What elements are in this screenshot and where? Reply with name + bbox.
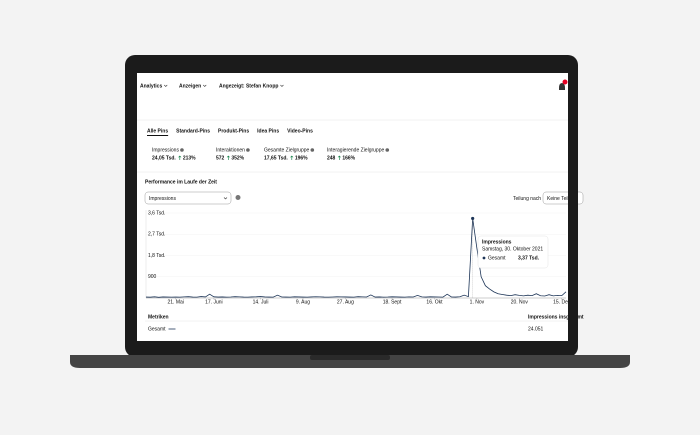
info-icon — [246, 148, 250, 152]
tooltip-series: Gesamt — [488, 255, 506, 261]
metric-label: Interaktionen — [216, 147, 245, 153]
x-tick-label: 20. Nov — [511, 299, 529, 305]
table-cell: 24.051 — [528, 326, 544, 332]
up-arrow — [226, 155, 230, 160]
tab[interactable]: Produkt-Pins — [218, 128, 249, 134]
x-tick-label: 14. Juli — [253, 299, 269, 305]
nav-item[interactable]: Analytics — [140, 83, 162, 89]
tab[interactable]: Standard-Pins — [176, 128, 210, 134]
x-tick-label: 18. Sept — [383, 299, 402, 305]
x-tick-label: 1. Nov — [470, 299, 485, 305]
tooltip-swatch — [482, 256, 486, 260]
dropdown-value: Impressions — [149, 196, 176, 202]
info-icon — [180, 148, 184, 152]
up-arrow — [178, 155, 182, 160]
split-label: Teilung nach — [513, 196, 541, 202]
tab[interactable]: Alle Pins — [147, 128, 168, 134]
x-tick-label: 16. Okt — [426, 299, 443, 305]
metric-change: 213% — [183, 155, 196, 161]
metric-value: 17,65 Tsd. — [264, 155, 288, 161]
metric-value: 24,05 Tsd. — [152, 155, 176, 161]
metric-label: Interagierende Zielgruppe — [327, 147, 384, 153]
x-tick-label: 9. Aug — [296, 299, 310, 305]
nav-item[interactable]: Anzeigen — [179, 83, 201, 89]
table-header: Metriken — [148, 314, 169, 320]
chevron — [223, 197, 228, 200]
x-tick-label: 27. Aug — [337, 299, 354, 305]
chevron — [280, 84, 284, 87]
tab[interactable]: Video-Pins — [287, 128, 313, 134]
tooltip-title: Impressions — [482, 239, 512, 245]
laptop-notch — [310, 355, 390, 360]
hover-point — [471, 216, 475, 221]
badge — [562, 79, 568, 85]
table-header: Impressions insgesamt — [528, 314, 584, 320]
metric-change: 352% — [231, 155, 244, 161]
metric-value: 572 — [216, 155, 225, 161]
metric-label: Gesamte Zielgruppe — [264, 147, 310, 153]
x-tick-label: 15. Dez — [553, 299, 571, 305]
series-line — [145, 218, 567, 298]
chevron — [203, 84, 207, 87]
laptop-base — [70, 355, 630, 368]
x-tick-label: 17. Juni — [205, 299, 223, 305]
y-tick-label: 1,8 Tsd. — [148, 253, 165, 259]
y-tick-label: 900 — [148, 274, 157, 280]
section-title: Performance im Laufe der Zeit — [145, 179, 217, 185]
y-tick-label: 2,7 Tsd. — [148, 232, 165, 238]
y-tick-label: 3,6 Tsd. — [148, 210, 165, 216]
tab[interactable]: Idea Pins — [257, 128, 279, 134]
info-icon — [385, 148, 390, 152]
metric-change: 166% — [342, 155, 355, 161]
screen — [137, 73, 568, 341]
table-cell: Gesamt — [148, 326, 166, 332]
chevron — [164, 84, 168, 87]
metric-change: 196% — [295, 155, 308, 161]
bezel-edge — [568, 73, 578, 341]
nav-item[interactable]: Angezeigt: Stefan Knopp — [219, 83, 278, 89]
tooltip-date: Samstag, 30. Oktober 2021 — [482, 246, 543, 252]
up-arrow — [290, 155, 294, 160]
tooltip-value: 3,37 Tsd. — [518, 255, 540, 261]
bell-icon[interactable] — [559, 83, 565, 90]
metric-label: Impressions — [152, 147, 179, 153]
metric-value: 248 — [327, 155, 336, 161]
split-value: Keine Teilung — [547, 196, 577, 202]
add-button[interactable] — [235, 195, 241, 200]
info-icon — [310, 148, 315, 152]
tab-underline — [147, 135, 169, 136]
dropdown[interactable] — [144, 191, 232, 205]
up-arrow — [337, 155, 341, 160]
x-tick-label: 21. Mai — [167, 299, 183, 305]
tooltip — [477, 235, 549, 269]
